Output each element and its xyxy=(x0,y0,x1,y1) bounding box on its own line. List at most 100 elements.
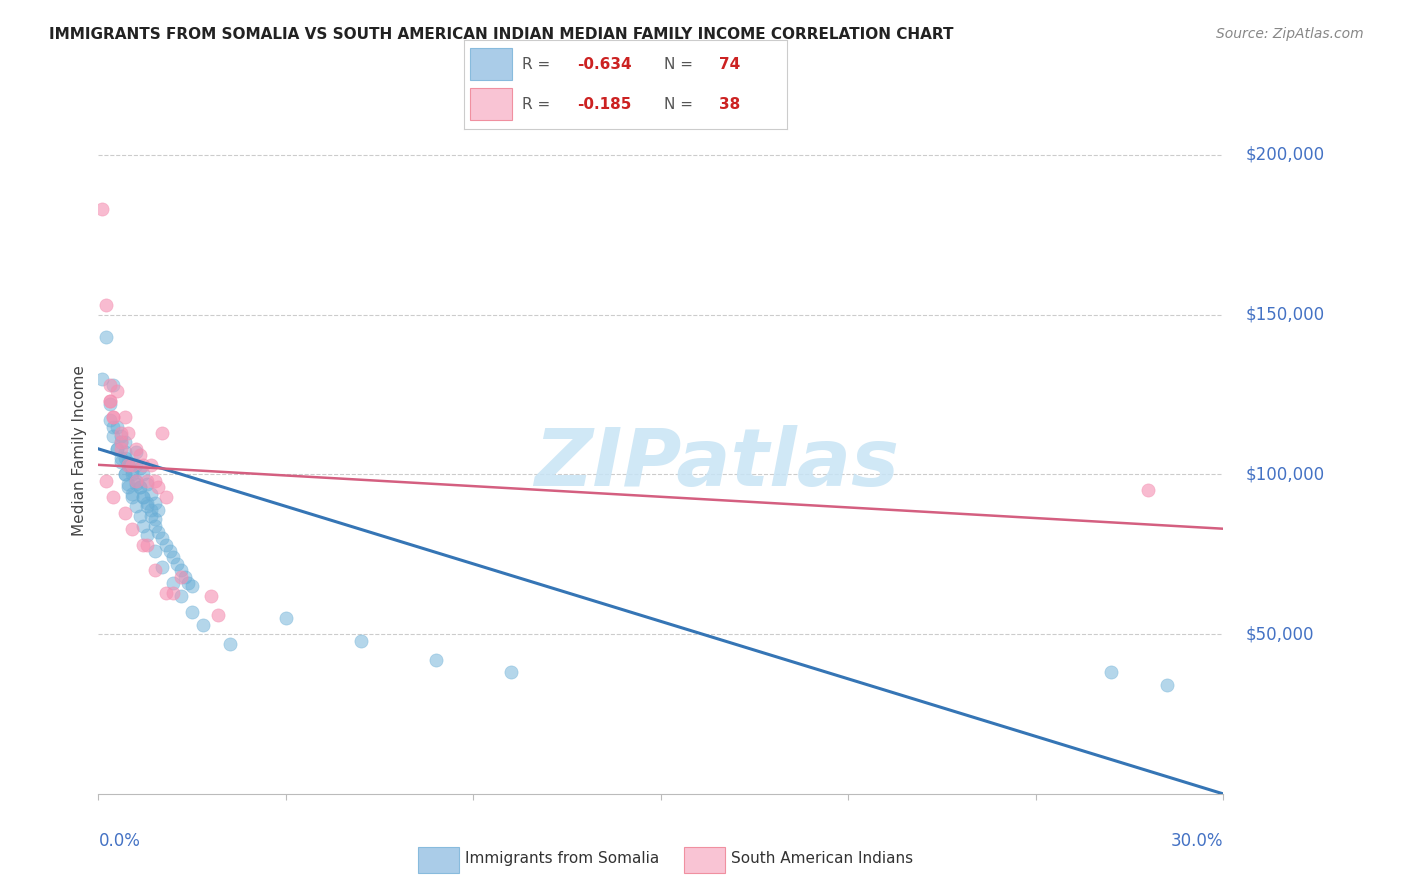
Point xyxy=(155,585,177,599)
Text: 74: 74 xyxy=(720,57,741,71)
Point xyxy=(132,467,155,482)
Text: Source: ZipAtlas.com: Source: ZipAtlas.com xyxy=(1216,27,1364,41)
Point xyxy=(98,393,121,408)
Text: R =: R = xyxy=(522,57,555,71)
Point xyxy=(105,384,128,399)
Point xyxy=(110,451,132,466)
Point xyxy=(274,611,297,625)
Point xyxy=(117,458,139,472)
Point xyxy=(136,528,159,542)
Text: 30.0%: 30.0% xyxy=(1171,831,1223,850)
Point xyxy=(121,464,143,478)
Bar xyxy=(685,847,724,872)
Point xyxy=(148,502,170,516)
Point xyxy=(103,409,125,424)
Point xyxy=(121,486,143,500)
Point xyxy=(94,330,117,344)
Text: $150,000: $150,000 xyxy=(1246,306,1324,324)
Text: South American Indians: South American Indians xyxy=(731,851,912,866)
Point xyxy=(110,442,132,456)
Point xyxy=(114,467,136,482)
Point xyxy=(121,458,143,472)
Point xyxy=(132,490,155,504)
Point xyxy=(139,502,162,516)
Point xyxy=(143,544,166,558)
Point xyxy=(155,490,177,504)
Point xyxy=(103,490,125,504)
Point xyxy=(117,480,139,494)
Point xyxy=(121,490,143,504)
Point xyxy=(150,560,173,574)
Point xyxy=(200,589,222,603)
Point xyxy=(103,419,125,434)
Text: IMMIGRANTS FROM SOMALIA VS SOUTH AMERICAN INDIAN MEDIAN FAMILY INCOME CORRELATIO: IMMIGRANTS FROM SOMALIA VS SOUTH AMERICA… xyxy=(49,27,953,42)
Point xyxy=(143,474,166,488)
Point xyxy=(1137,483,1160,498)
Point xyxy=(132,458,155,472)
Point xyxy=(177,576,200,591)
Point xyxy=(114,506,136,520)
Text: $100,000: $100,000 xyxy=(1246,466,1324,483)
Point xyxy=(103,378,125,392)
Point xyxy=(132,518,155,533)
Point xyxy=(98,378,121,392)
Point xyxy=(110,425,132,440)
Point xyxy=(150,425,173,440)
Point xyxy=(114,445,136,459)
Point xyxy=(193,617,215,632)
Point xyxy=(143,518,166,533)
Text: -0.634: -0.634 xyxy=(578,57,631,71)
Point xyxy=(132,490,155,504)
Point xyxy=(125,474,148,488)
Point xyxy=(110,435,132,450)
Point xyxy=(1099,665,1122,680)
Point xyxy=(143,496,166,510)
Point xyxy=(173,569,195,583)
Point xyxy=(110,455,132,469)
Point xyxy=(128,461,150,475)
Text: Immigrants from Somalia: Immigrants from Somalia xyxy=(465,851,659,866)
Point xyxy=(150,531,173,545)
Point xyxy=(159,544,181,558)
Text: N =: N = xyxy=(665,57,699,71)
Point xyxy=(91,371,114,385)
Bar xyxy=(471,48,513,80)
Point xyxy=(98,397,121,411)
Point xyxy=(114,409,136,424)
Point xyxy=(162,585,184,599)
Point xyxy=(136,474,159,488)
Point xyxy=(155,538,177,552)
Point xyxy=(499,665,522,680)
Point xyxy=(110,429,132,443)
Point xyxy=(103,409,125,424)
Point xyxy=(125,442,148,456)
Point xyxy=(350,633,373,648)
Point xyxy=(114,467,136,482)
Point xyxy=(105,442,128,456)
Point xyxy=(117,425,139,440)
Text: -0.185: -0.185 xyxy=(578,97,631,112)
Point xyxy=(114,451,136,466)
Y-axis label: Median Family Income: Median Family Income xyxy=(72,365,87,536)
Point xyxy=(425,653,447,667)
Point xyxy=(98,413,121,427)
Text: 0.0%: 0.0% xyxy=(98,831,141,850)
Text: R =: R = xyxy=(522,97,555,112)
Point xyxy=(121,467,143,482)
Point xyxy=(207,607,229,622)
Point xyxy=(166,557,188,571)
Point xyxy=(114,435,136,450)
Point xyxy=(148,524,170,539)
Point xyxy=(94,474,117,488)
Point xyxy=(128,448,150,462)
Point xyxy=(94,298,117,312)
Text: 38: 38 xyxy=(720,97,741,112)
Point xyxy=(105,419,128,434)
Point xyxy=(125,458,148,472)
Point xyxy=(181,579,204,593)
Point xyxy=(162,550,184,565)
Point xyxy=(128,508,150,523)
Point xyxy=(136,477,159,491)
Point xyxy=(132,538,155,552)
Point xyxy=(136,538,159,552)
